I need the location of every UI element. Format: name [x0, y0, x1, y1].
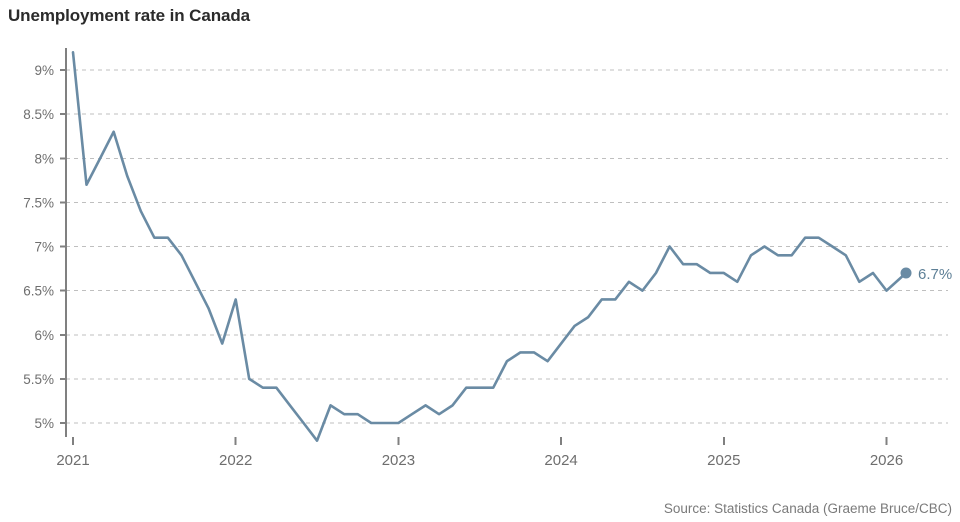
y-axis-tick-label: 5% — [34, 416, 54, 431]
endpoint-annotation: 6.7% — [900, 266, 952, 283]
x-axis-tick-label: 2026 — [870, 452, 903, 469]
y-axis-tick-label: 8% — [34, 151, 54, 166]
y-axis-tick-label: 6.5% — [23, 284, 54, 299]
y-axis-tick-label: 9% — [34, 63, 54, 78]
x-axis: 2021 2022 2023 2024 2025 2026 — [56, 437, 903, 469]
y-axis-tick-label: 7% — [34, 240, 54, 255]
y-axis-tick-label: 5.5% — [23, 372, 54, 387]
x-axis-tick-label: 2022 — [219, 452, 252, 469]
data-series — [71, 51, 908, 442]
gridlines — [66, 69, 948, 424]
endpoint-value-label: 6.7% — [918, 266, 952, 283]
page-title: Unemployment rate in Canada — [8, 6, 250, 25]
endpoint-marker — [900, 267, 912, 279]
source-attribution: Source: Statistics Canada (Graeme Bruce/… — [663, 501, 952, 516]
y-axis-tick-label: 8.5% — [23, 107, 54, 122]
x-axis-tick-label: 2021 — [56, 452, 89, 469]
series-line — [71, 51, 908, 442]
y-axis-tick-label: 6% — [34, 328, 54, 343]
x-axis-tick-label: 2024 — [544, 452, 577, 469]
y-axis-tick-label: 7.5% — [23, 195, 54, 210]
x-axis-tick-label: 2023 — [382, 452, 415, 469]
x-axis-tick-label: 2025 — [707, 452, 740, 469]
y-axis: 5% 5.5% 6% 6.5% 7% 7.5% 8% 8.5% 9% — [23, 48, 67, 437]
